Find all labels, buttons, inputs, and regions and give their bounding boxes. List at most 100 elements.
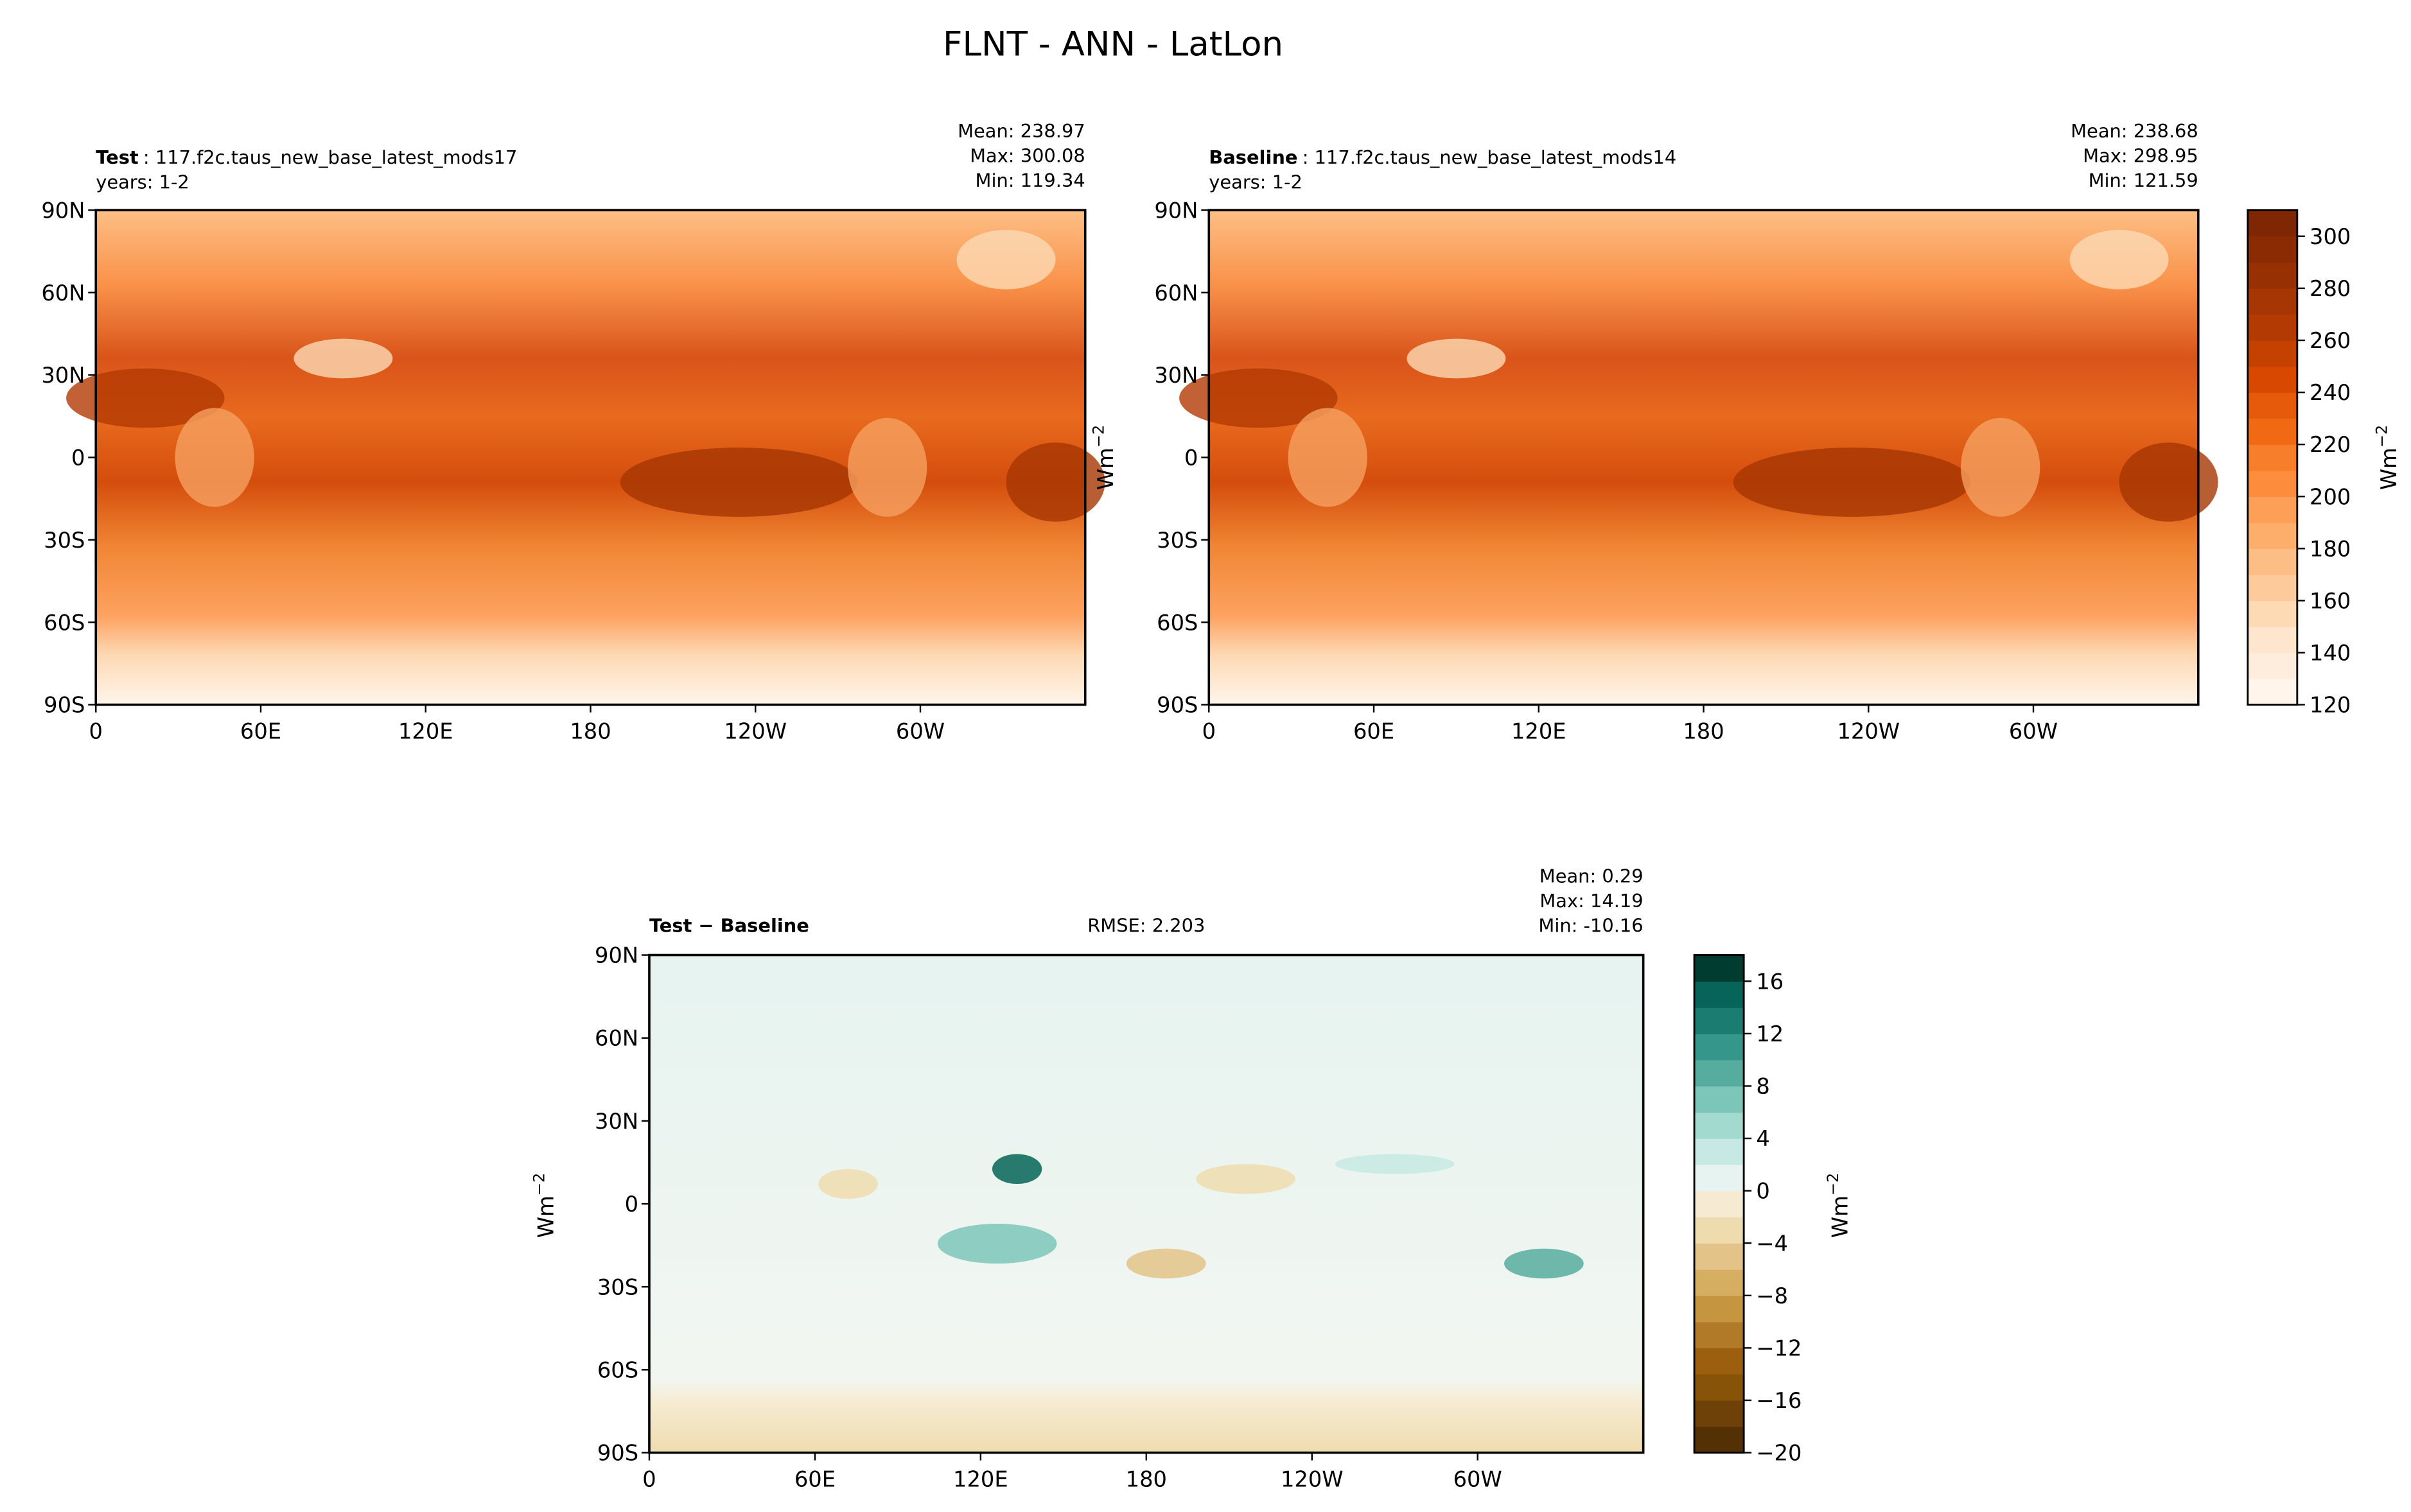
colorbar-segment xyxy=(2247,626,2297,654)
field-feature xyxy=(1006,442,1105,522)
field-feature xyxy=(848,417,927,517)
colorbar-tick-label: −12 xyxy=(1756,1335,1802,1360)
colorbar-segment xyxy=(2247,679,2297,706)
panel-stat: Max: 300.08 xyxy=(970,145,1085,167)
y-tick-label: 90N xyxy=(41,198,85,223)
colorbar-segment xyxy=(1694,1295,1744,1323)
field-feature xyxy=(937,1224,1057,1264)
colorbar-segment xyxy=(2247,340,2297,367)
colorbar-segment xyxy=(1694,1269,1744,1296)
colorbar-tick-label: 240 xyxy=(2310,380,2351,405)
y-tick-label: 30N xyxy=(595,1109,638,1134)
field-feature xyxy=(1335,1154,1455,1174)
units-base: Wm xyxy=(1827,1195,1852,1238)
field-feature xyxy=(1504,1248,1584,1279)
colorbar-tick-label: 8 xyxy=(1756,1074,1769,1099)
units-exponent: −2 xyxy=(1824,1173,1842,1195)
y-tick-label: 90S xyxy=(597,1441,638,1466)
x-tick-label: 60E xyxy=(794,1467,836,1492)
colorbar-segment xyxy=(1694,1138,1744,1165)
field-feature xyxy=(1288,408,1367,507)
y-tick-label: 30S xyxy=(1157,528,1198,553)
colorbar-tick-label: −8 xyxy=(1756,1283,1788,1308)
colorbar-tick-label: 300 xyxy=(2310,224,2351,249)
colorbar-segment xyxy=(2247,418,2297,445)
y-tick-label: 60N xyxy=(41,281,85,306)
field-feature xyxy=(992,1154,1042,1185)
colorbar-tick-label: 140 xyxy=(2310,641,2351,666)
colorbar-tick-label: −20 xyxy=(1756,1441,1802,1466)
y-tick-label: 60S xyxy=(597,1357,638,1382)
field-feature xyxy=(175,408,254,507)
colorbar-segment xyxy=(1694,1321,1744,1349)
panel-title: Baseline: 117.f2c.taus_new_base_latest_m… xyxy=(1209,146,1676,168)
colorbar-tick-label: 260 xyxy=(2310,328,2351,353)
panel-years: years: 1-2 xyxy=(1209,171,1302,193)
x-tick-label: 60E xyxy=(1353,719,1394,744)
x-tick-label: 120W xyxy=(1837,719,1900,744)
units-label: Wm−2 xyxy=(2372,425,2401,491)
units-base: Wm xyxy=(2376,448,2401,490)
colorbar-segment xyxy=(2247,288,2297,315)
colorbar-tick-label: −4 xyxy=(1756,1231,1788,1256)
x-tick-label: 180 xyxy=(1683,719,1724,744)
x-tick-label: 0 xyxy=(1202,719,1216,744)
x-tick-label: 60E xyxy=(240,719,281,744)
panel-stat: Min: -10.16 xyxy=(1538,914,1643,936)
panel-title-bold: Baseline xyxy=(1209,146,1297,168)
x-tick-label: 60W xyxy=(896,719,945,744)
y-tick-label: 0 xyxy=(1184,446,1198,471)
panel-title-case: : 117.f2c.taus_new_base_latest_mods17 xyxy=(143,146,518,168)
field-feature xyxy=(2069,230,2169,290)
y-tick-label: 0 xyxy=(71,446,85,471)
colorbar-segment xyxy=(2247,522,2297,550)
field-feature xyxy=(1179,368,1338,428)
units-exponent: −2 xyxy=(2372,425,2390,448)
colorbar-tick-label: 180 xyxy=(2310,536,2351,561)
colorbar-segment xyxy=(1694,955,1744,982)
units-label: Wm−2 xyxy=(530,1173,558,1238)
colorbar-segment xyxy=(1694,1033,1744,1061)
panel-stat: Mean: 0.29 xyxy=(1539,865,1644,887)
x-tick-label: 0 xyxy=(89,719,103,744)
colorbar-tick-label: 160 xyxy=(2310,588,2351,613)
field-feature xyxy=(2119,442,2218,522)
colorbar-segment xyxy=(1694,1059,1744,1087)
y-tick-label: 90S xyxy=(1157,693,1198,718)
y-tick-label: 90N xyxy=(595,943,638,968)
y-tick-label: 30S xyxy=(597,1274,638,1299)
panel-rmse: RMSE: 2.203 xyxy=(1087,914,1205,936)
colorbar-segment xyxy=(1694,1426,1744,1454)
field-feature xyxy=(1961,417,2040,517)
panel-title: Test: 117.f2c.taus_new_base_latest_mods1… xyxy=(96,146,517,168)
y-tick-label: 30N xyxy=(41,363,85,388)
colorbar-segment xyxy=(1694,1164,1744,1192)
figure-title: FLNT - ANN - LatLon xyxy=(943,25,1283,64)
y-tick-label: 90S xyxy=(44,693,85,718)
panel-title: Test − Baseline xyxy=(649,914,809,936)
units-exponent: −2 xyxy=(1090,425,1108,448)
panel-title-case: : 117.f2c.taus_new_base_latest_mods14 xyxy=(1302,146,1676,168)
colorbar-segment xyxy=(1694,1348,1744,1375)
y-tick-label: 0 xyxy=(625,1192,638,1217)
field-feature xyxy=(66,368,225,428)
colorbar-tick-label: 120 xyxy=(2310,693,2351,718)
colorbar-frame xyxy=(2247,209,2299,706)
colorbar-segment xyxy=(2247,210,2297,237)
colorbar-segment xyxy=(1694,1217,1744,1244)
field-feature xyxy=(1407,338,1506,379)
colorbar-segment xyxy=(1694,1086,1744,1113)
panel-years: years: 1-2 xyxy=(96,171,189,193)
colorbar-tick-label: 280 xyxy=(2310,276,2351,301)
x-tick-label: 120E xyxy=(953,1467,1008,1492)
panel-title-bold: Test xyxy=(96,146,139,168)
panel-stat: Max: 298.95 xyxy=(2083,145,2198,167)
panel-title-bold: Test − Baseline xyxy=(649,914,809,936)
field-feature xyxy=(1126,1248,1206,1279)
colorbar-frame xyxy=(1693,954,1745,1454)
map-field xyxy=(649,955,1644,1453)
colorbar-segment xyxy=(2247,574,2297,602)
colorbar-segment xyxy=(2247,444,2297,471)
colorbar-segment xyxy=(2247,262,2297,289)
